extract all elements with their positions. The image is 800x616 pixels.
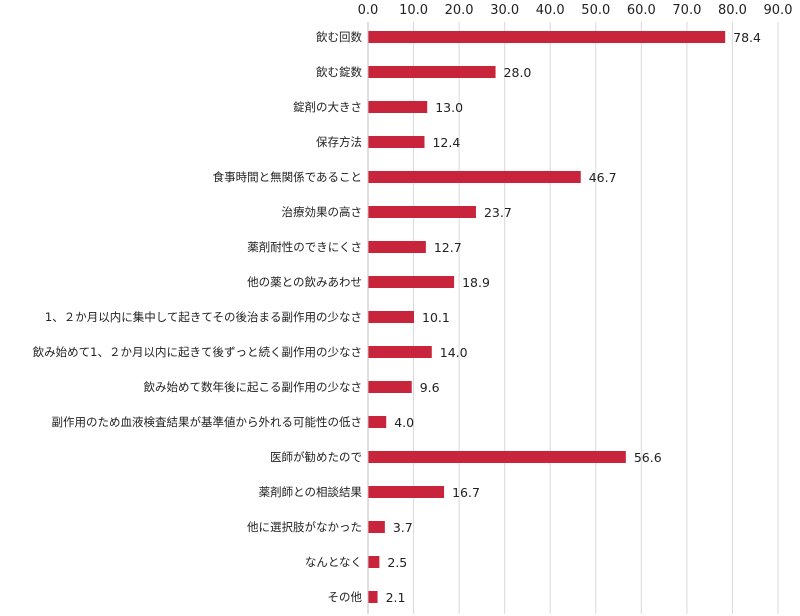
x-tick-label: 60.0 bbox=[627, 3, 656, 18]
bar bbox=[368, 241, 426, 253]
value-label: 2.1 bbox=[386, 590, 406, 605]
bar bbox=[368, 416, 387, 428]
value-label: 14.0 bbox=[440, 345, 468, 360]
value-label: 2.5 bbox=[387, 555, 407, 570]
bar bbox=[368, 136, 425, 148]
category-label: 他に選択肢がなかった bbox=[247, 520, 362, 534]
category-label: なんとなく bbox=[305, 555, 362, 569]
category-label: 他の薬との飲みあわせ bbox=[247, 275, 362, 289]
value-label: 78.4 bbox=[733, 30, 761, 45]
value-label: 46.7 bbox=[589, 170, 617, 185]
value-label: 12.4 bbox=[432, 135, 460, 150]
category-label: 飲む錠数 bbox=[316, 65, 362, 79]
x-tick-label: 50.0 bbox=[581, 3, 610, 18]
value-label: 18.9 bbox=[462, 275, 490, 290]
value-label: 28.0 bbox=[504, 65, 532, 80]
bar bbox=[368, 206, 476, 218]
x-tick-label: 30.0 bbox=[490, 3, 519, 18]
category-label: 飲み始めて数年後に起こる副作用の少なさ bbox=[144, 380, 363, 394]
bar bbox=[368, 381, 412, 393]
category-label: その他 bbox=[328, 590, 363, 604]
bars bbox=[368, 31, 726, 603]
category-label: 飲む回数 bbox=[316, 30, 362, 44]
x-tick-label: 70.0 bbox=[672, 3, 701, 18]
category-label: 1、２か月以内に集中して起きてその後治まる副作用の少なさ bbox=[45, 310, 362, 324]
value-label: 9.6 bbox=[420, 380, 440, 395]
value-label: 3.7 bbox=[393, 520, 413, 535]
value-label: 4.0 bbox=[394, 415, 414, 430]
x-tick-label: 80.0 bbox=[718, 3, 747, 18]
x-tick-label: 20.0 bbox=[445, 3, 474, 18]
grid-lines bbox=[413, 22, 779, 614]
x-axis-ticks: 0.0 10.0 20.0 30.0 40.0 50.0 60.0 70.0 80.0 90.0 bbox=[358, 3, 793, 18]
bar bbox=[368, 276, 455, 288]
bar bbox=[368, 311, 415, 323]
bar bbox=[368, 171, 581, 183]
category-labels: 飲む回数飲む錠数錠剤の大きさ保存方法食事時間と無関係であること治療効果の高さ薬剤… bbox=[33, 30, 363, 604]
category-label: 医師が勧めたので bbox=[270, 450, 362, 464]
category-label: 薬剤師との相談結果 bbox=[259, 485, 363, 499]
bar bbox=[368, 66, 496, 78]
value-label: 56.6 bbox=[634, 450, 662, 465]
category-label: 薬剤耐性のできにくさ bbox=[247, 240, 362, 254]
value-label: 16.7 bbox=[452, 485, 480, 500]
bar bbox=[368, 521, 385, 533]
bar bbox=[368, 591, 378, 603]
category-label: 飲み始めて1、２か月以内に起きて後ずっと続く副作用の少なさ bbox=[33, 345, 362, 359]
x-tick-label: 40.0 bbox=[536, 3, 565, 18]
x-tick-label: 10.0 bbox=[399, 3, 428, 18]
bar bbox=[368, 451, 626, 463]
bar bbox=[368, 486, 445, 498]
category-label: 副作用のため血液検査結果が基準値から外れる可能性の低さ bbox=[52, 415, 363, 429]
value-labels: 78.4 28.0 13.0 12.4 46.7 23.7 12.7 18.9 10.1 14.0… bbox=[386, 30, 761, 605]
category-label: 治療効果の高さ bbox=[282, 205, 363, 219]
bar bbox=[368, 346, 432, 358]
category-label: 錠剤の大きさ bbox=[293, 100, 362, 114]
value-label: 23.7 bbox=[484, 205, 512, 220]
category-label: 食事時間と無関係であること bbox=[213, 170, 362, 184]
category-label: 保存方法 bbox=[316, 135, 362, 149]
x-tick-label: 90.0 bbox=[764, 3, 793, 18]
bar bbox=[368, 556, 380, 568]
value-label: 12.7 bbox=[434, 240, 462, 255]
value-label: 13.0 bbox=[435, 100, 463, 115]
x-tick-label: 0.0 bbox=[358, 3, 379, 18]
bar bbox=[368, 31, 726, 43]
bar bbox=[368, 101, 428, 113]
value-label: 10.1 bbox=[422, 310, 450, 325]
